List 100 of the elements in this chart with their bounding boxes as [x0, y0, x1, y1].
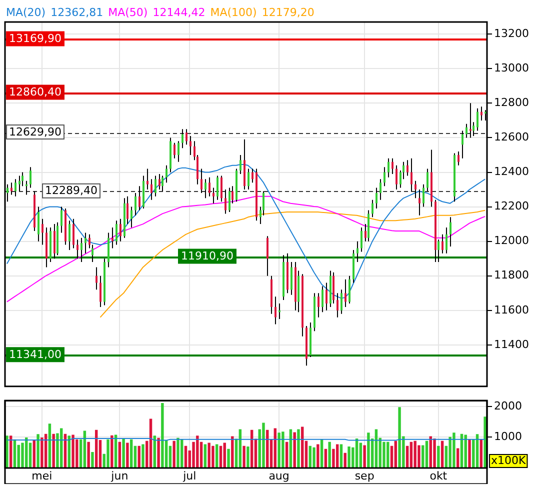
candlestick [442, 234, 444, 254]
candlestick [410, 158, 412, 192]
candlestick [322, 286, 324, 313]
ref-line-label: 12289,40 [45, 184, 98, 198]
x-tick-label: sep [354, 469, 374, 482]
candlestick [426, 168, 428, 192]
x-tick-label: okt [430, 469, 448, 482]
bar [437, 446, 440, 468]
candlestick [158, 173, 160, 190]
candlestick [18, 175, 20, 192]
candlestick [360, 227, 362, 252]
bar [246, 446, 250, 468]
bar [422, 445, 424, 468]
bar [293, 432, 296, 468]
candlestick [30, 166, 32, 188]
bar [227, 448, 230, 468]
bar [468, 439, 471, 468]
candlestick [376, 187, 378, 210]
candlestick [14, 178, 16, 197]
candlestick [318, 292, 320, 318]
x-tick-label: mei [32, 469, 52, 482]
bar [76, 439, 78, 468]
candlestick [116, 220, 118, 246]
bar [176, 438, 180, 468]
bar [363, 445, 366, 468]
bar [452, 432, 456, 468]
candlestick [450, 216, 452, 248]
bar [242, 446, 246, 468]
candlestick [68, 220, 70, 250]
candlestick [418, 189, 420, 216]
candlestick [224, 189, 226, 214]
candlestick [458, 151, 460, 166]
candlestick [200, 168, 202, 194]
candlestick [266, 236, 268, 276]
candlestick [72, 218, 74, 249]
candlestick [80, 237, 82, 263]
candlestick [422, 184, 424, 208]
candlestick [84, 232, 86, 254]
bar [122, 438, 125, 468]
candlestick [88, 234, 90, 249]
bar [32, 440, 36, 468]
candlestick [364, 224, 366, 242]
candlestick [438, 239, 440, 263]
candlestick [388, 158, 390, 178]
bar [138, 446, 140, 468]
candlestick [60, 206, 62, 234]
bar [425, 440, 428, 468]
ref-line-label: 13169,90 [9, 32, 62, 46]
bar [382, 442, 386, 468]
candlestick [182, 128, 184, 149]
y-tick-label: 11600 [494, 303, 529, 316]
candlestick [146, 168, 148, 190]
y-tick-label: 12400 [494, 165, 529, 178]
candlestick [22, 172, 24, 187]
candlestick [232, 186, 234, 204]
candlestick [212, 187, 214, 204]
candlestick [220, 175, 222, 202]
bar [161, 403, 164, 468]
bar [448, 436, 452, 468]
ref-line-label: 12860,40 [9, 86, 62, 99]
candlestick [414, 180, 416, 199]
bar [418, 445, 420, 468]
bar [212, 446, 214, 468]
candlestick [150, 178, 152, 200]
candlestick [42, 218, 44, 246]
candlestick [480, 106, 482, 121]
candlestick [92, 244, 94, 263]
candlestick [100, 275, 102, 308]
x-tick-label: jul [182, 469, 196, 482]
bar [72, 434, 74, 468]
candlestick [228, 187, 230, 212]
candlestick [446, 227, 448, 254]
candlestick [248, 168, 250, 190]
y-tick-label: 12600 [494, 130, 529, 144]
y-tick-label: 12800 [494, 96, 529, 110]
y-tick-label: 12000 [494, 234, 529, 248]
text: 12179,20 [262, 6, 314, 19]
candlestick [162, 175, 164, 192]
bar [142, 444, 144, 468]
candlestick [240, 154, 242, 174]
candlestick [216, 175, 218, 200]
bar [484, 416, 486, 468]
bar [297, 429, 300, 468]
bar [110, 435, 114, 468]
candlestick [204, 178, 206, 199]
bar [332, 448, 335, 468]
candlestick [326, 282, 328, 311]
bar [433, 438, 436, 468]
text: MA(100) [210, 6, 257, 19]
text: x100K [491, 454, 527, 467]
bar [196, 436, 199, 468]
candlestick [166, 164, 168, 184]
bar [278, 432, 280, 468]
candlestick [138, 186, 140, 211]
candlestick [462, 130, 464, 159]
candlestick [190, 135, 192, 156]
bar [40, 438, 44, 468]
candlestick [380, 178, 382, 200]
text: MA(50) [108, 6, 148, 19]
ref-line-label: 11910,90 [181, 250, 234, 263]
